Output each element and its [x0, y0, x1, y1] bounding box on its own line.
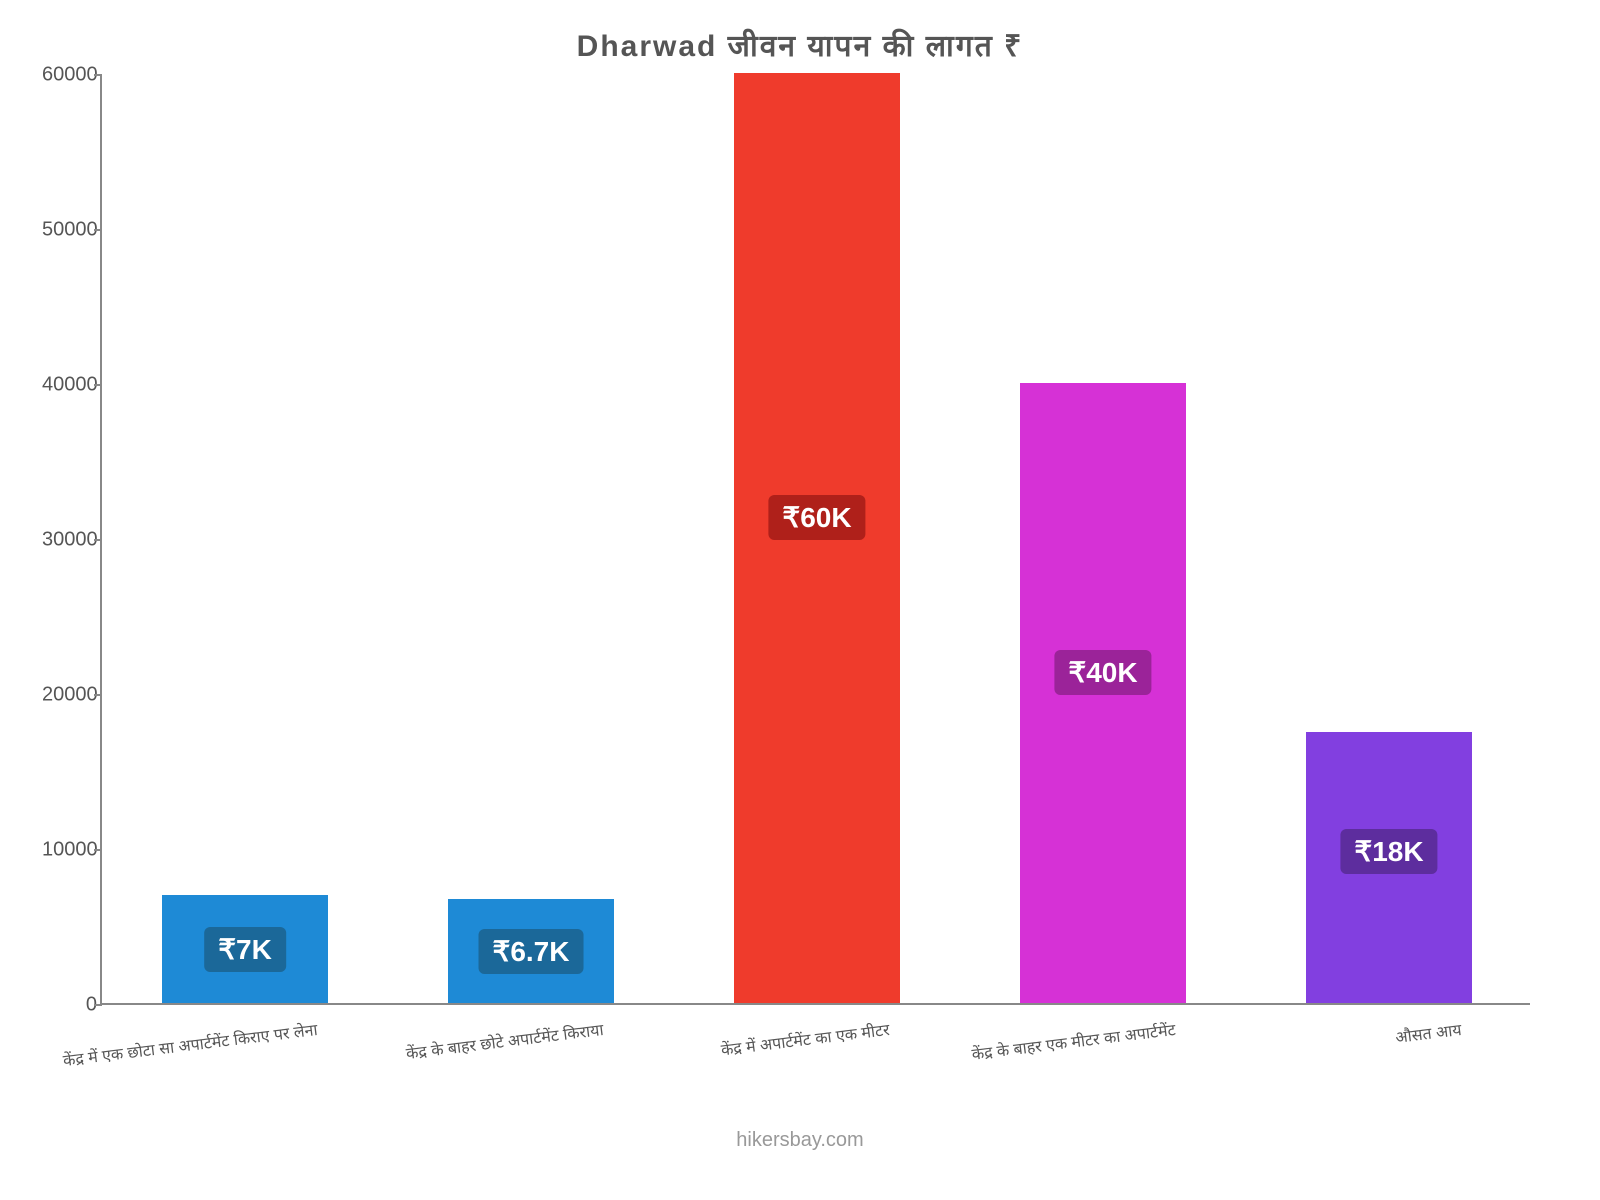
watermark: hikersbay.com: [0, 1129, 1600, 1152]
ytick-label: 10000: [42, 839, 97, 862]
ytick-label: 20000: [42, 684, 97, 707]
ytick-label: 40000: [42, 374, 97, 397]
ytick-mark: [94, 539, 102, 541]
x-axis-labels: केंद्र में एक छोटा सा अपार्टमेंट किराए प…: [100, 1008, 1530, 1128]
x-axis-label: केंद्र में अपार्टमेंट का एक मीटर: [720, 1018, 891, 1061]
ytick-mark: [94, 74, 102, 76]
value-badge: ₹18K: [1340, 829, 1437, 874]
ytick-mark: [94, 849, 102, 851]
x-axis-label: औसत आय: [1394, 1018, 1463, 1048]
x-axis-label: केंद्र के बाहर छोटे अपार्टमेंट किराया: [405, 1018, 605, 1064]
ytick-mark: [94, 384, 102, 386]
plot-area: ₹7K₹6.7K₹60K₹40K₹18K 0100002000030000400…: [100, 75, 1530, 1005]
ytick-mark: [94, 694, 102, 696]
ytick-mark: [94, 1004, 102, 1006]
ytick-label: 0: [42, 994, 97, 1017]
ytick-label: 30000: [42, 529, 97, 552]
value-badge: ₹40K: [1054, 650, 1151, 695]
value-badge: ₹6.7K: [479, 929, 584, 974]
chart-title: Dharwad जीवन यापन की लागत ₹: [0, 24, 1600, 65]
chart-container: Dharwad जीवन यापन की लागत ₹ ₹7K ₹6.7K ₹60K…: [0, 0, 1600, 1200]
x-axis-label: केंद्र के बाहर एक मीटर का अपार्टमेंट: [970, 1018, 1176, 1065]
value-badge: ₹7K: [204, 927, 286, 972]
value-badge: ₹60K: [768, 495, 865, 540]
ytick-mark: [94, 229, 102, 231]
bars-layer: ₹7K ₹6.7K ₹60K ₹40K ₹18K: [102, 75, 1530, 1003]
ytick-label: 60000: [42, 64, 97, 87]
ytick-label: 50000: [42, 219, 97, 242]
x-axis-label: केंद्र में एक छोटा सा अपार्टमेंट किराए प…: [62, 1018, 319, 1071]
